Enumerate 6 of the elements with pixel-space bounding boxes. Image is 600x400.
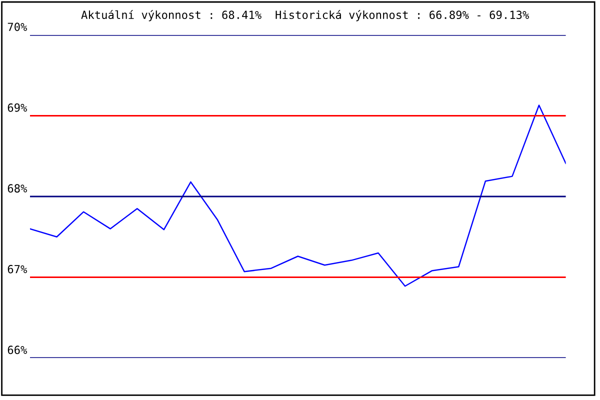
y-tick-label: 68% (8, 184, 28, 193)
y-tick-label: 70% (8, 22, 28, 32)
y-tick-label: 69% (8, 103, 28, 112)
y-tick-label: 67% (8, 264, 28, 274)
chart-title: Aktuální výkonnost : 68.41% Historická výkonnost : 66.89% - 69.13% (81, 10, 530, 22)
y-tick-label: 66% (8, 346, 28, 354)
